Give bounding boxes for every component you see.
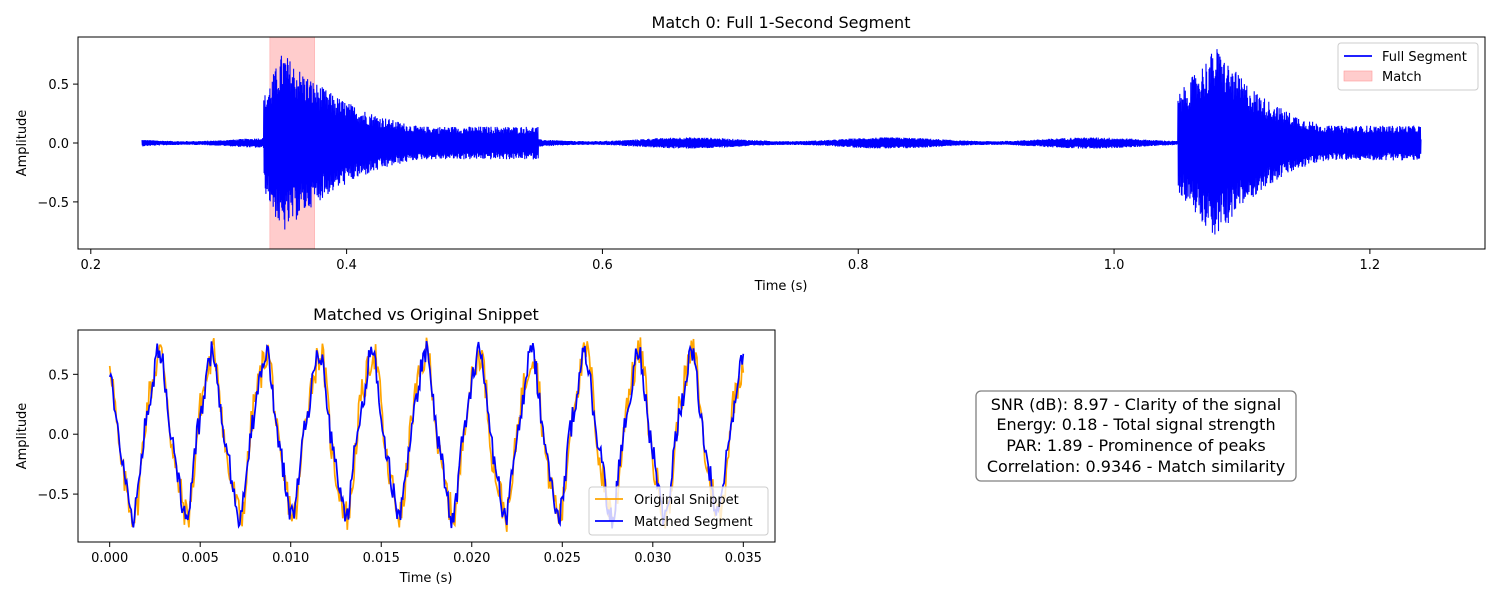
bottom-x-tick-label: 0.010 bbox=[272, 551, 309, 566]
legend-swatch-match bbox=[1343, 70, 1373, 82]
bottom-x-tick-label: 0.035 bbox=[725, 551, 762, 566]
full-segment-chart: Match 0: Full 1-Second Segment 0.2 0.4 0.6… bbox=[15, 13, 1486, 294]
top-y-tick-label: 0.5 bbox=[48, 78, 69, 93]
metrics-panel: SNR (dB): 8.97 - Clarity of the signal E… bbox=[975, 390, 1297, 482]
original-snippet-line bbox=[108, 337, 745, 532]
bottom-x-axis-label: Time (s) bbox=[399, 571, 453, 586]
metric-snr: SNR (dB): 8.97 - Clarity of the signal bbox=[991, 395, 1281, 414]
bottom-x-tick-label: 0.005 bbox=[182, 551, 219, 566]
legend-label-matched-segment: Matched Segment bbox=[634, 515, 753, 530]
top-legend: Full Segment Match bbox=[1337, 42, 1479, 91]
bottom-x-tick-label: 0.020 bbox=[453, 551, 490, 566]
top-chart-title: Match 0: Full 1-Second Segment bbox=[652, 13, 911, 32]
metric-energy: Energy: 0.18 - Total signal strength bbox=[996, 415, 1275, 434]
top-y-tick-label: 0.0 bbox=[48, 137, 69, 152]
snippet-comparison-chart: Matched vs Original Snippet 0.000 0.005 0.… bbox=[15, 305, 776, 586]
legend-label-match: Match bbox=[1382, 70, 1422, 85]
top-y-tick-label: −0.5 bbox=[37, 196, 69, 211]
top-x-tick-label: 0.2 bbox=[80, 258, 101, 273]
matched-segment-line bbox=[108, 340, 745, 529]
top-x-tick-label: 0.8 bbox=[848, 258, 869, 273]
full-segment-line bbox=[141, 49, 1422, 235]
bottom-x-tick-label: 0.030 bbox=[634, 551, 671, 566]
bottom-y-axis-label: Amplitude bbox=[15, 403, 30, 470]
bottom-legend: Original Snippet Matched Segment bbox=[588, 486, 769, 536]
bottom-y-tick-label: −0.5 bbox=[37, 488, 69, 503]
metrics-box bbox=[975, 390, 1297, 482]
top-x-tick-label: 0.4 bbox=[336, 258, 357, 273]
metric-par: PAR: 1.89 - Prominence of peaks bbox=[1006, 436, 1265, 455]
bottom-legend-box bbox=[588, 486, 769, 536]
bottom-x-tick-label: 0.025 bbox=[544, 551, 581, 566]
bottom-y-tick-label: 0.0 bbox=[48, 428, 69, 443]
top-x-tick-label: 0.6 bbox=[592, 258, 613, 273]
bottom-y-tick-label: 0.5 bbox=[48, 368, 69, 383]
top-y-axis-label: Amplitude bbox=[15, 110, 30, 177]
bottom-x-tick-label: 0.000 bbox=[91, 551, 128, 566]
bottom-x-tick-label: 0.015 bbox=[363, 551, 400, 566]
legend-label-full-segment: Full Segment bbox=[1382, 50, 1467, 65]
legend-label-original-snippet: Original Snippet bbox=[634, 493, 739, 508]
bottom-plot-frame bbox=[77, 329, 776, 543]
top-x-tick-label: 1.2 bbox=[1360, 258, 1381, 273]
metric-correlation: Correlation: 0.9346 - Match similarity bbox=[987, 457, 1285, 476]
top-legend-box bbox=[1337, 42, 1479, 91]
top-x-tick-label: 1.0 bbox=[1104, 258, 1125, 273]
top-x-axis-label: Time (s) bbox=[754, 279, 808, 294]
bottom-chart-title: Matched vs Original Snippet bbox=[313, 305, 539, 324]
